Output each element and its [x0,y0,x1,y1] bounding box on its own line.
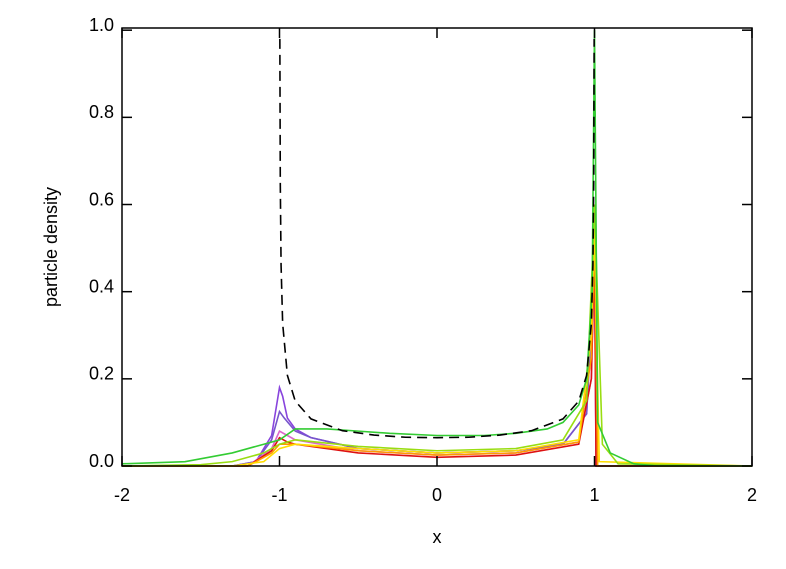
y-axis-label: particle density [41,187,61,307]
y-tick-label: 1.0 [89,15,114,35]
series-line [121,30,752,467]
plot-frame [121,27,753,467]
x-tick-label: -1 [271,485,287,505]
y-tick-label: 0.4 [89,276,114,296]
y-tick-label: 0.6 [89,189,114,209]
series-line [121,204,753,467]
series-line [122,204,752,467]
series-line [122,248,752,467]
x-tick-label: -2 [114,485,130,505]
series-line [122,204,752,467]
series-line [122,248,752,467]
series-line [279,38,595,439]
x-tick-label: 2 [747,485,757,505]
series-line [122,226,753,467]
y-tick-label: 0.0 [89,451,114,471]
x-axis-label: x [433,527,442,547]
y-tick-label: 0.8 [89,102,114,122]
x-tick-label: 1 [589,485,599,505]
series-line [122,226,752,467]
y-tick-label: 0.2 [89,364,114,384]
x-tick-label: 0 [432,485,442,505]
